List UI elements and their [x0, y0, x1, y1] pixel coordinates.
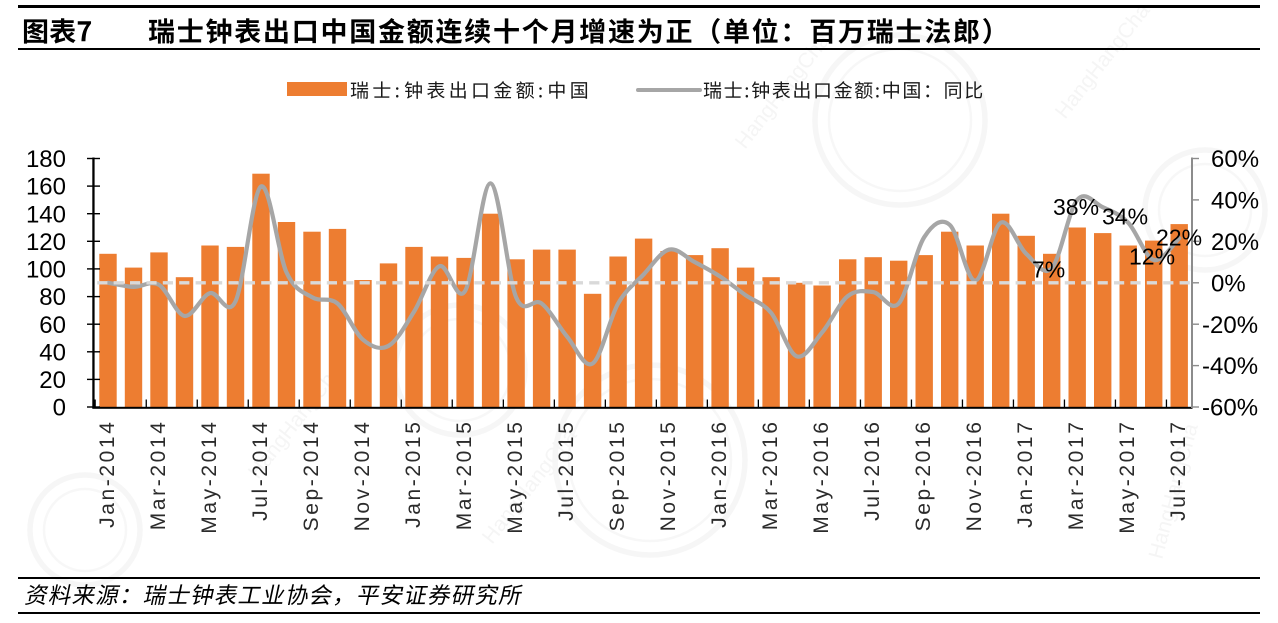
svg-text:-20%: -20%	[1202, 312, 1258, 339]
svg-text:22%: 22%	[1156, 225, 1202, 251]
svg-text:Jan-2016: Jan-2016	[708, 420, 731, 528]
svg-text:34%: 34%	[1102, 204, 1148, 230]
svg-text:60: 60	[39, 312, 66, 339]
svg-text:80: 80	[39, 284, 66, 311]
svg-text:Mar-2017: Mar-2017	[1065, 420, 1088, 531]
svg-text:40: 40	[39, 339, 66, 366]
svg-text:20: 20	[39, 367, 66, 394]
svg-text:140: 140	[26, 201, 66, 228]
svg-text:Jul-2014: Jul-2014	[249, 420, 272, 521]
svg-text:0%: 0%	[1211, 270, 1246, 297]
svg-text:Nov-2014: Nov-2014	[351, 420, 374, 532]
svg-text:Mar-2015: Mar-2015	[453, 420, 476, 531]
svg-text:100: 100	[26, 257, 66, 284]
svg-text:160: 160	[26, 174, 66, 201]
svg-text:Sep-2015: Sep-2015	[606, 420, 629, 532]
svg-text:0: 0	[53, 395, 66, 422]
svg-text:Jan-2014: Jan-2014	[96, 420, 119, 528]
svg-text:Nov-2015: Nov-2015	[657, 420, 680, 532]
svg-text:May-2014: May-2014	[198, 420, 221, 534]
svg-text:12%: 12%	[1129, 244, 1175, 270]
svg-text:May-2016: May-2016	[810, 420, 833, 534]
svg-text:40%: 40%	[1211, 188, 1259, 215]
svg-text:Jul-2017: Jul-2017	[1167, 420, 1190, 521]
svg-text:-40%: -40%	[1202, 353, 1258, 380]
svg-text:Sep-2016: Sep-2016	[912, 420, 935, 532]
svg-text:Nov-2016: Nov-2016	[963, 420, 986, 532]
svg-text:Jan-2017: Jan-2017	[1014, 420, 1037, 528]
svg-text:Mar-2016: Mar-2016	[759, 420, 782, 531]
svg-text:May-2017: May-2017	[1116, 420, 1139, 534]
svg-text:HangHangCha: HangHangCha	[1051, 0, 1155, 123]
svg-text:Jul-2016: Jul-2016	[861, 420, 884, 521]
svg-text:Mar-2014: Mar-2014	[147, 420, 170, 531]
svg-text:-60%: -60%	[1202, 395, 1258, 422]
svg-text:Jul-2015: Jul-2015	[555, 420, 578, 521]
svg-text:60%: 60%	[1211, 146, 1259, 173]
svg-text:120: 120	[26, 229, 66, 256]
svg-text:May-2015: May-2015	[504, 420, 527, 534]
svg-text:20%: 20%	[1211, 229, 1259, 256]
svg-text:Sep-2014: Sep-2014	[300, 420, 323, 532]
svg-text:Jan-2015: Jan-2015	[402, 420, 425, 528]
svg-text:7%: 7%	[1032, 257, 1065, 283]
svg-text:180: 180	[26, 146, 66, 173]
svg-text:38%: 38%	[1053, 194, 1099, 220]
